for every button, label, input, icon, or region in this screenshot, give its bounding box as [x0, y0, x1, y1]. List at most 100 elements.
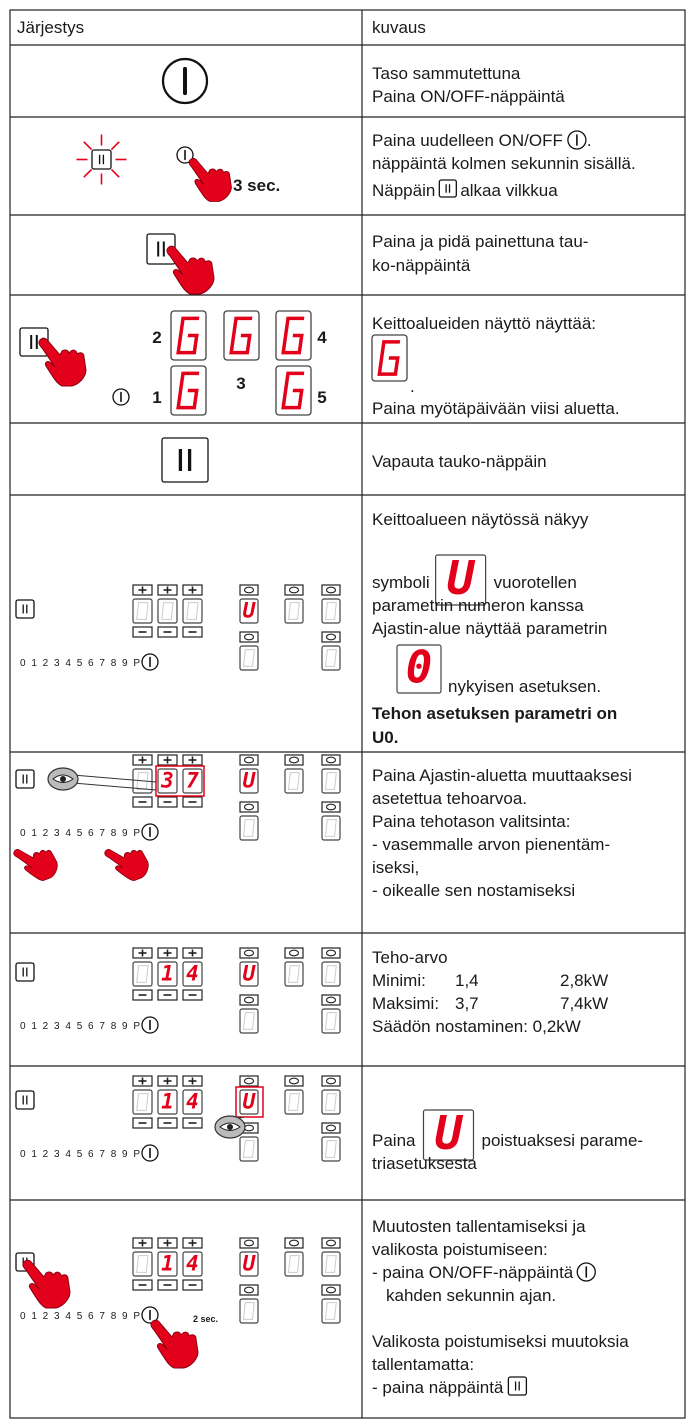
- value-table-cell: Minimi:: [372, 971, 426, 990]
- text: Taso sammutettuna: [372, 64, 521, 83]
- display-segments: [176, 316, 200, 355]
- display-blank: [136, 602, 149, 620]
- text: Tehon asetuksen parametri on: [372, 704, 617, 723]
- timer-key-sign: [243, 1077, 255, 1085]
- display: [182, 768, 203, 794]
- display: [239, 815, 259, 841]
- timer-key-sign: [325, 1077, 337, 1085]
- display: [157, 1251, 178, 1277]
- value-table-cell: Maksimi:: [372, 994, 439, 1013]
- figure-label: 3 sec.: [233, 176, 280, 195]
- display: [182, 1089, 203, 1115]
- pointer-line: [72, 782, 157, 791]
- display-digit: U: [435, 1106, 464, 1160]
- value-table-cell: 2,8kW: [560, 971, 608, 990]
- display-blank: [324, 819, 337, 837]
- pause-key: [15, 962, 35, 982]
- display-digit: U: [447, 551, 476, 605]
- display: [132, 1089, 153, 1115]
- value-table-cell: 3,7: [455, 994, 479, 1013]
- text: Paina tehotason valitsinta:: [372, 812, 570, 831]
- text: Paina Ajastin-aluetta muuttaaksesi: [372, 766, 632, 785]
- text: Valikosta poistumiseksi muutoksia: [372, 1332, 629, 1351]
- text: nykyisen asetuksen.: [448, 677, 601, 696]
- timer-key-sign: [243, 633, 255, 641]
- display: [321, 768, 341, 794]
- display-digit: 1: [161, 1090, 174, 1114]
- timer-key: [239, 754, 259, 766]
- display: [157, 961, 178, 987]
- timer-key-sign: [243, 756, 255, 764]
- zone-number: 5: [317, 388, 326, 407]
- text: Paina ja pidä painettuna tau-: [372, 232, 588, 251]
- timer-key-sign: [325, 756, 337, 764]
- text: Paina ON/OFF-näppäintä: [372, 87, 565, 106]
- display: [435, 554, 487, 606]
- display-digit: 3: [160, 769, 174, 793]
- display-digit: U: [243, 1090, 257, 1114]
- text: - paina ON/OFF-näppäintä: [372, 1263, 574, 1282]
- text: poistuaksesi parame-: [481, 1131, 643, 1150]
- text: .: [587, 131, 592, 150]
- display-segments: [377, 340, 401, 376]
- display-digit: 4: [186, 1090, 199, 1114]
- timer-key-sign: [325, 1124, 337, 1132]
- display: [157, 1089, 178, 1115]
- timer-key: [239, 631, 259, 643]
- value-table-cell: 1,4: [455, 971, 479, 990]
- table-border: [9, 9, 686, 1419]
- timer-key-sign: [325, 586, 337, 594]
- text: Näppäin: [372, 181, 435, 200]
- timer-key-sign: [288, 586, 300, 594]
- eye-icon-pupil: [60, 776, 66, 782]
- text: Vapauta tauko-näppäin: [372, 452, 547, 471]
- text: Keittoalueen näytössä näkyy: [372, 510, 589, 529]
- zone-number: 4: [317, 328, 327, 347]
- timer-key-sign: [325, 949, 337, 957]
- display: [239, 1008, 259, 1034]
- pause-key: [161, 437, 209, 483]
- highlight: [155, 765, 205, 797]
- display: [422, 1109, 475, 1161]
- display-blank: [287, 965, 300, 983]
- display: [132, 961, 153, 987]
- display: [182, 598, 203, 624]
- display-digit: 1: [161, 962, 174, 986]
- hand-icon: [38, 337, 87, 387]
- text: valikosta poistumiseen:: [372, 1240, 548, 1259]
- display: [182, 1251, 203, 1277]
- display-digit: U: [243, 599, 257, 623]
- timer-key: [321, 1122, 341, 1134]
- timer-key: [321, 584, 341, 596]
- eye-icon-pupil: [227, 1124, 233, 1130]
- timer-key: [239, 947, 259, 959]
- text: kahden sekunnin ajan.: [386, 1286, 556, 1305]
- display: [321, 815, 341, 841]
- timer-key-sign: [325, 803, 337, 811]
- timer-key: [284, 1075, 304, 1087]
- text: Ajastin-alue näyttää parametrin: [372, 619, 607, 638]
- display: [396, 644, 442, 694]
- display: [321, 961, 341, 987]
- display: [239, 645, 259, 671]
- display: [239, 1251, 259, 1277]
- timer-key: [239, 1237, 259, 1249]
- text: - vasemmalle arvon pienentäm-: [372, 835, 610, 854]
- display-blank: [324, 1255, 337, 1273]
- text: Keittoalueiden näyttö näyttää:: [372, 314, 596, 333]
- display-digit: 4: [186, 962, 199, 986]
- text: Paina myötäpäivään viisi aluetta.: [372, 399, 620, 418]
- display: [182, 961, 203, 987]
- timer-key: [284, 947, 304, 959]
- display: [157, 768, 178, 794]
- display-digit: U: [243, 1252, 257, 1276]
- text: näppäintä kolmen sekunnin sisällä.: [372, 154, 636, 173]
- power-scale: 0 1 2 3 4 5 6 7 8 9 P: [20, 1149, 142, 1160]
- value-table-cell: 7,4kW: [560, 994, 608, 1013]
- header-cell: kuvaus: [372, 18, 426, 37]
- timer-key-sign: [325, 1239, 337, 1247]
- text: alkaa vilkkua: [460, 181, 558, 200]
- pause-key: [91, 149, 112, 170]
- display-digit: U: [243, 962, 257, 986]
